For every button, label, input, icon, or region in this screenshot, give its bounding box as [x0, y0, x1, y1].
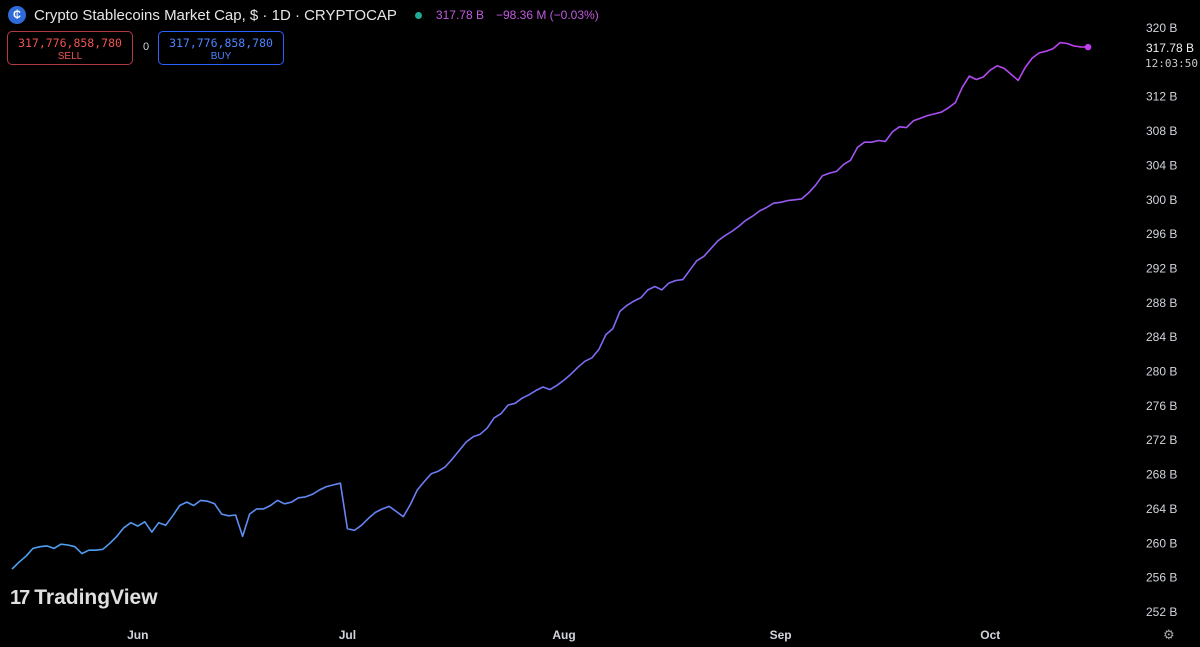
buy-button[interactable]: 317,776,858,780 BUY	[158, 31, 284, 65]
cryptocap-icon: ₵	[8, 6, 26, 24]
y-tick-label: 252 B	[1146, 605, 1177, 619]
buy-price: 317,776,858,780	[169, 36, 273, 50]
last-value: 317.78 B	[435, 8, 484, 22]
x-axis: Jun Jul Aug Sep Oct	[127, 628, 1000, 642]
y-tick-label: 292 B	[1146, 261, 1177, 275]
y-tick-label: 264 B	[1146, 502, 1177, 516]
sell-label: SELL	[57, 51, 83, 62]
y-tick-label: 296 B	[1146, 227, 1177, 241]
y-tick-label: 308 B	[1146, 124, 1177, 138]
sell-button[interactable]: 317,776,858,780 SELL	[7, 31, 133, 65]
x-tick-label: Jul	[339, 628, 356, 642]
x-tick-label: Sep	[770, 628, 792, 642]
y-tick-label: 284 B	[1146, 330, 1177, 344]
y-tick-label: 288 B	[1146, 296, 1177, 310]
current-price: 317.78 B	[1145, 41, 1194, 55]
market-status-icon	[414, 11, 422, 19]
current-price-label: 317.78 B 12:03:50	[1145, 40, 1198, 72]
chart-header: ₵ Crypto Stablecoins Market Cap, $ · 1D …	[8, 5, 599, 25]
x-tick-label: Aug	[552, 628, 575, 642]
spread-value: 0	[143, 41, 150, 53]
y-tick-label: 320 B	[1146, 21, 1177, 35]
settings-icon[interactable]: ⚙	[1163, 627, 1175, 642]
y-tick-label: 300 B	[1146, 193, 1177, 207]
tradingview-logo[interactable]: 17 TradingView	[10, 586, 158, 610]
price-change: −98.36 M (−0.03%)	[495, 8, 599, 22]
x-tick-label: Jun	[127, 628, 148, 642]
y-tick-label: 256 B	[1146, 571, 1177, 585]
y-tick-label: 268 B	[1146, 468, 1177, 482]
y-tick-label: 276 B	[1146, 399, 1177, 413]
sell-price: 317,776,858,780	[18, 36, 122, 50]
y-tick-label: 260 B	[1146, 536, 1177, 550]
y-tick-label: 280 B	[1146, 365, 1177, 379]
y-tick-label: 272 B	[1146, 433, 1177, 447]
y-tick-label: 312 B	[1146, 90, 1177, 104]
countdown-time: 12:03:50	[1145, 57, 1198, 70]
last-value-dot	[1084, 43, 1092, 51]
market-cap-line	[11, 41, 1089, 570]
y-tick-label: 304 B	[1146, 158, 1177, 172]
tradingview-icon: 17	[10, 586, 30, 609]
tradingview-name: TradingView	[34, 586, 158, 609]
buy-label: BUY	[210, 51, 232, 62]
x-tick-label: Oct	[980, 628, 1000, 642]
symbol-title[interactable]: Crypto Stablecoins Market Cap, $ · 1D · …	[34, 6, 397, 24]
